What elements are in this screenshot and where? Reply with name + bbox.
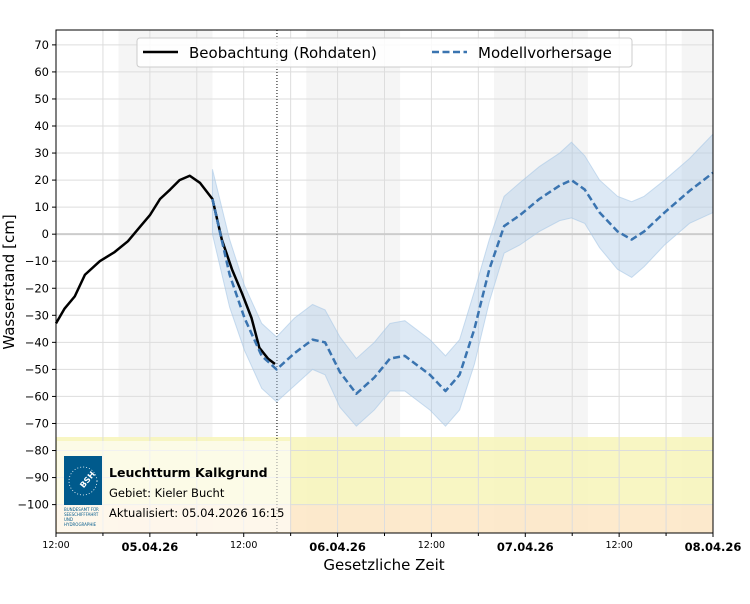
observation-line [54, 174, 276, 365]
bsh-logo-caption-line: UND [64, 517, 73, 522]
legend-observation-label: Beobachtung (Rohdaten) [189, 44, 377, 62]
y-tick-label: −70 [25, 416, 49, 430]
y-tick-label: −90 [25, 471, 49, 485]
x-tick-label: 12:00 [418, 540, 445, 551]
axes: 70 60 50 40 30 20 10 0 −10 −20 −30 −40 −50 −60 −70 −80 −… [17, 38, 741, 554]
y-tick-label: 50 [34, 92, 49, 106]
y-tick-label: −50 [25, 362, 49, 376]
legend: Beobachtung (Rohdaten) Modellvorhersage [136, 37, 633, 68]
y-tick-label: −20 [25, 281, 49, 295]
x-tick-label: 05.04.26 [121, 540, 178, 554]
x-tick-label: 12:00 [230, 540, 257, 551]
y-tick-label: 70 [34, 38, 49, 52]
x-axis-label: Gesetzliche Zeit [323, 556, 444, 574]
forecast-line [211, 171, 714, 395]
y-tick-label: 40 [34, 119, 49, 133]
x-tick-label: 12:00 [605, 540, 632, 551]
x-tick-label: 07.04.26 [497, 540, 554, 554]
y-tick-label: −60 [25, 389, 49, 403]
y-tick-label: −40 [25, 335, 49, 349]
y-tick-label: −80 [25, 444, 49, 458]
y-tick-label: 20 [34, 173, 49, 187]
y-tick-label: 60 [34, 65, 49, 79]
bsh-logo-caption-line: SEESCHIFFFAHRT [64, 512, 99, 517]
bsh-logo-caption-line: HYDROGRAPHIE [64, 522, 97, 527]
x-tick-label: 06.04.26 [309, 540, 366, 554]
bsh-logo [64, 456, 102, 505]
y-tick-label: 0 [42, 227, 49, 241]
bsh-logo-caption-line: BUNDESAMT FÜR [64, 507, 99, 512]
y-tick-label: −100 [17, 498, 49, 512]
legend-forecast-label: Modellvorhersage [478, 44, 612, 62]
area-label: Gebiet: Kieler Bucht [109, 486, 225, 500]
y-tick-label: −10 [25, 254, 49, 268]
x-tick-label: 12:00 [42, 540, 69, 551]
y-axis-label: Wasserstand [cm] [0, 214, 18, 349]
updated-label: Aktualisiert: 05.04.2026 16:15 [109, 506, 284, 520]
info-box: BSH BUNDESAMT FÜRSEESCHIFFFAHRTUNDHYDROG… [57, 441, 290, 532]
station-name: Leuchtturm Kalkgrund [109, 465, 268, 480]
y-tick-label: −30 [25, 308, 49, 322]
y-tick-label: 30 [34, 146, 49, 160]
y-tick-label: 10 [34, 200, 49, 214]
bsh-logo-caption: BUNDESAMT FÜRSEESCHIFFFAHRTUNDHYDROGRAPH… [64, 507, 99, 527]
x-tick-label: 08.04.26 [685, 540, 742, 554]
forecast-uncertainty-band [211, 132, 714, 427]
